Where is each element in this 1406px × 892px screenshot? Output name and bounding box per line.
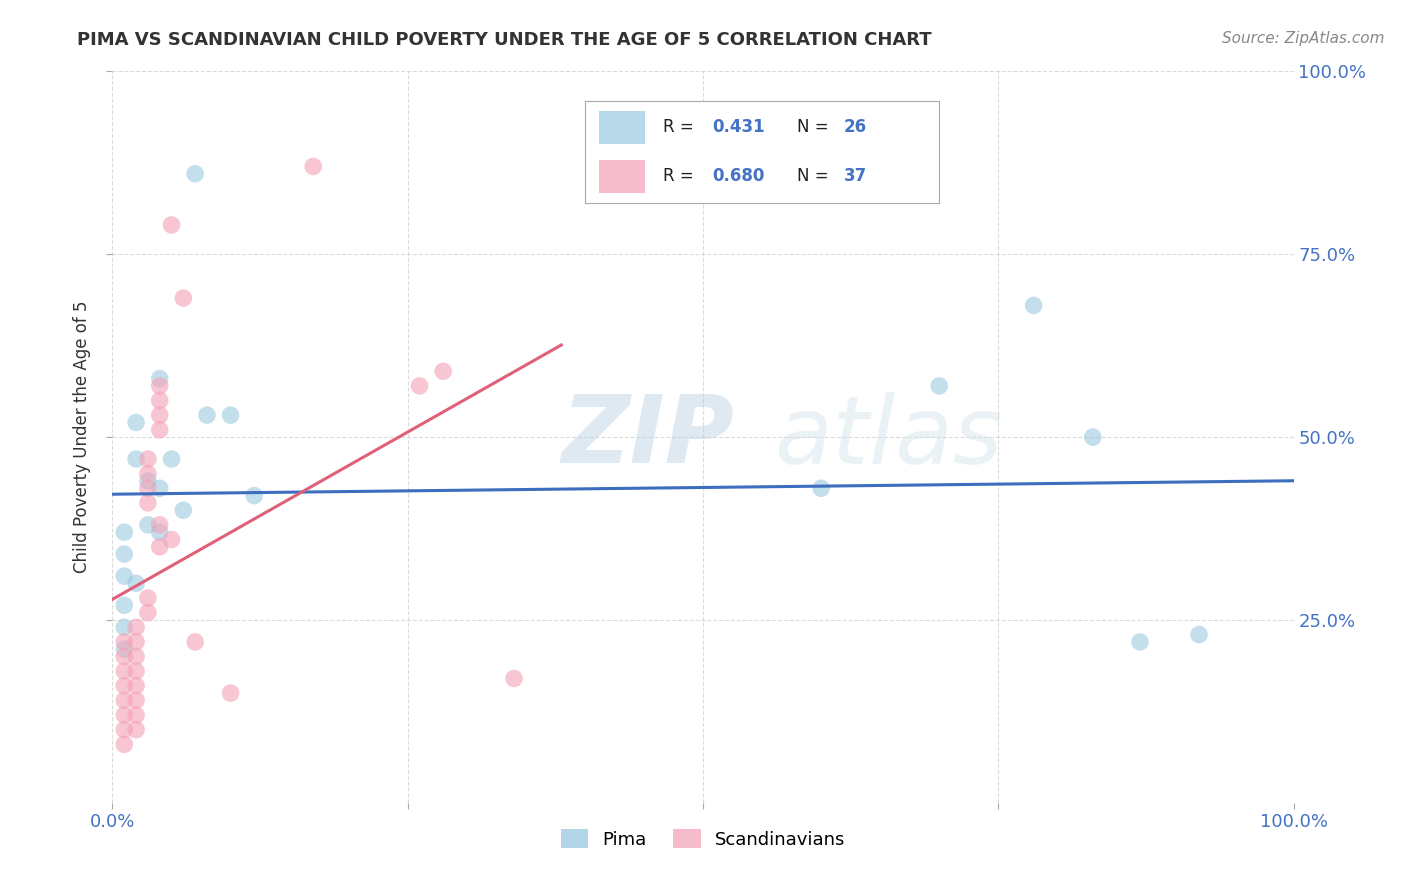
Point [149, 481, 172, 495]
Point [1081, 430, 1104, 444]
Point [125, 693, 148, 707]
Point [160, 533, 183, 547]
Point [503, 672, 526, 686]
Point [172, 291, 194, 305]
Point [112, 649, 135, 664]
Point [112, 664, 135, 678]
Text: Source: ZipAtlas.com: Source: ZipAtlas.com [1222, 31, 1385, 46]
Point [136, 452, 159, 467]
Point [810, 481, 832, 495]
Point [125, 452, 148, 467]
Point [112, 525, 135, 540]
Point [195, 408, 218, 422]
Point [172, 503, 194, 517]
Point [136, 517, 159, 532]
Point [136, 606, 159, 620]
Point [184, 167, 207, 181]
Point [160, 452, 183, 467]
Point [302, 160, 325, 174]
Point [125, 664, 148, 678]
Point [432, 364, 454, 378]
Point [243, 489, 266, 503]
Point [149, 393, 172, 408]
Point [112, 569, 135, 583]
Point [112, 620, 135, 634]
Point [149, 525, 172, 540]
Point [125, 576, 148, 591]
Point [136, 496, 159, 510]
Point [184, 635, 207, 649]
Point [112, 635, 135, 649]
Point [149, 423, 172, 437]
Point [160, 218, 183, 232]
Point [1129, 635, 1152, 649]
Point [149, 371, 172, 385]
Point [125, 620, 148, 634]
Point [149, 408, 172, 422]
Point [125, 416, 148, 430]
Point [136, 474, 159, 488]
Point [136, 467, 159, 481]
Point [136, 481, 159, 495]
Point [112, 737, 135, 751]
Point [125, 649, 148, 664]
Point [112, 708, 135, 723]
Point [125, 708, 148, 723]
Point [219, 686, 242, 700]
Point [125, 635, 148, 649]
Point [136, 591, 159, 605]
Point [408, 379, 430, 393]
Legend: Pima, Scandinavians: Pima, Scandinavians [554, 822, 852, 856]
Point [149, 540, 172, 554]
Point [112, 599, 135, 613]
Point [149, 517, 172, 532]
Point [112, 693, 135, 707]
Text: atlas: atlas [773, 392, 1002, 483]
Point [125, 723, 148, 737]
Point [1188, 627, 1211, 641]
Point [112, 723, 135, 737]
Text: ZIP: ZIP [561, 391, 734, 483]
Text: PIMA VS SCANDINAVIAN CHILD POVERTY UNDER THE AGE OF 5 CORRELATION CHART: PIMA VS SCANDINAVIAN CHILD POVERTY UNDER… [77, 31, 932, 49]
Point [125, 679, 148, 693]
Point [219, 408, 242, 422]
Point [112, 679, 135, 693]
Point [1022, 298, 1045, 312]
Point [112, 642, 135, 657]
Point [149, 379, 172, 393]
Y-axis label: Child Poverty Under the Age of 5: Child Poverty Under the Age of 5 [73, 301, 91, 574]
Point [928, 379, 950, 393]
Point [112, 547, 135, 561]
